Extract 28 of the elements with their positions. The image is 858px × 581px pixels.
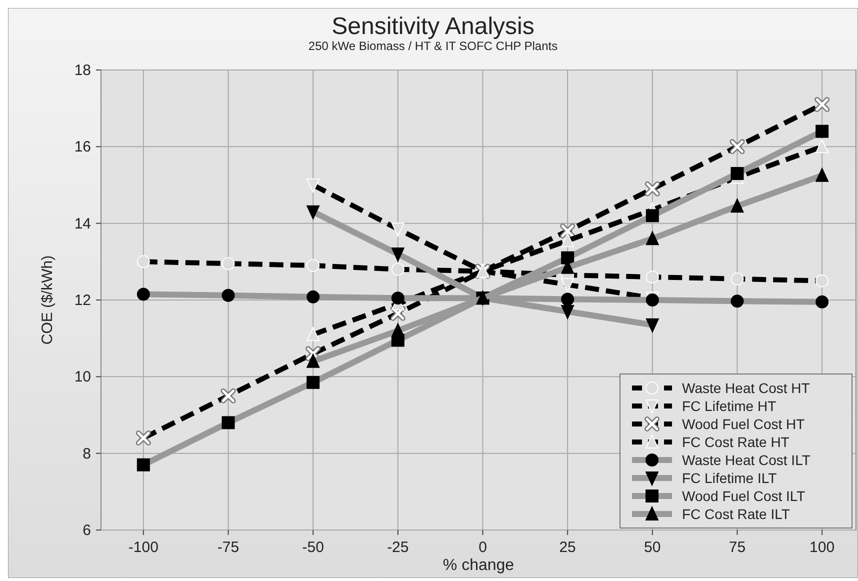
y-axis-title: COE ($/kWh): [39, 255, 56, 345]
x-tick-label: 75: [728, 539, 746, 556]
x-tick-label: -50: [302, 539, 324, 556]
legend-label: Wood Fuel Cost HT: [682, 416, 806, 432]
legend-label: FC Lifetime ILT: [682, 470, 778, 486]
legend-label: Wood Fuel Cost ILT: [682, 488, 806, 504]
x-tick-label: 0: [478, 539, 487, 556]
x-tick-label: -100: [128, 539, 158, 556]
legend-label: FC Lifetime HT: [682, 398, 777, 414]
legend-label: Waste Heat Cost HT: [682, 380, 810, 396]
x-tick-label: 50: [644, 539, 661, 556]
y-tick-label: 18: [74, 62, 91, 79]
x-tick-label: -25: [387, 539, 409, 556]
y-tick-label: 8: [82, 445, 91, 462]
y-tick-label: 16: [74, 138, 91, 156]
x-tick-label: -75: [217, 539, 240, 556]
x-axis-title: % change: [442, 557, 514, 574]
legend-label: FC Cost Rate HT: [682, 434, 790, 450]
y-tick-label: 6: [82, 522, 91, 539]
legend-label: Waste Heat Cost ILT: [682, 452, 811, 468]
y-tick-label: 10: [74, 368, 91, 386]
x-tick-label: 25: [559, 539, 576, 556]
y-tick-label: 12: [74, 292, 91, 309]
chart-title: Sensitivity Analysis: [332, 13, 534, 40]
y-tick-label: 14: [74, 215, 91, 232]
chart-subtitle: 250 kWe Biomass / HT & IT SOFC CHP Plants: [308, 39, 558, 53]
x-tick-label: 100: [810, 539, 835, 556]
legend-label: FC Cost Rate ILT: [682, 506, 790, 522]
